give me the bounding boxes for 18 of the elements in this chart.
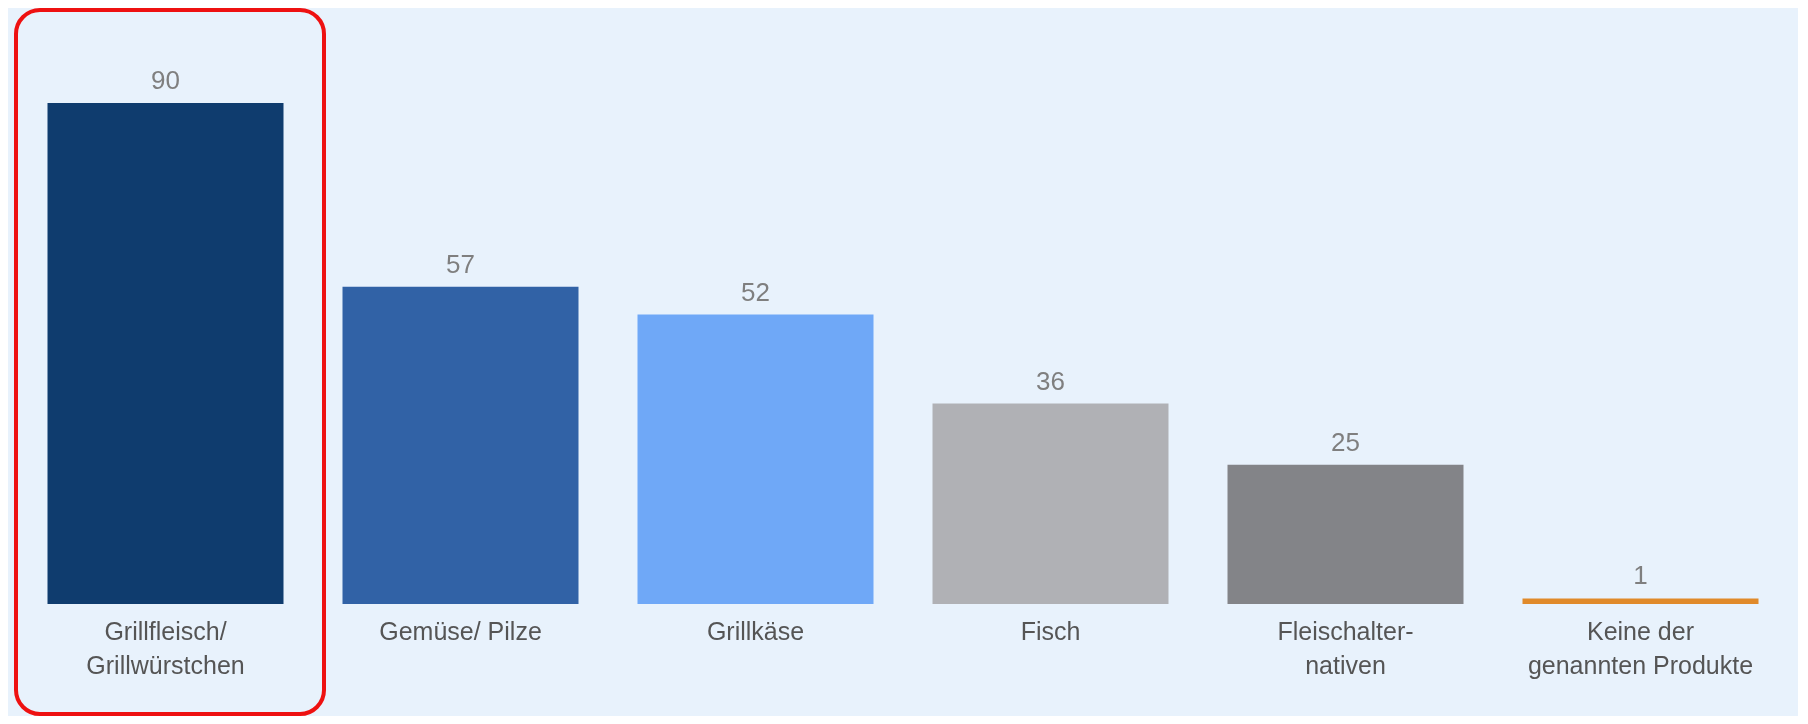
- x-tick-label: Keine der genannten Produkte: [1527, 617, 1754, 679]
- x-tick-label: Grillkäse: [706, 617, 805, 645]
- data-label: 57: [446, 248, 475, 279]
- x-tick-label: Fleischalter- nativen: [1277, 617, 1414, 679]
- data-label: 25: [1331, 426, 1360, 457]
- data-label: 90: [151, 65, 180, 95]
- x-tick-label: Gemüse/ Pilze: [379, 617, 542, 645]
- data-label: 36: [1036, 365, 1065, 396]
- bar: [342, 286, 579, 604]
- bar: [637, 314, 874, 604]
- bar: [1522, 598, 1759, 604]
- bar: [932, 403, 1169, 604]
- bar: [1227, 464, 1464, 604]
- x-tick-label: Fisch: [1020, 617, 1081, 645]
- x-tick-label: Grillfleisch/ Grillwürstchen: [86, 617, 245, 679]
- data-label: 1: [1633, 560, 1648, 591]
- data-label: 52: [741, 276, 770, 307]
- bar: [47, 103, 284, 604]
